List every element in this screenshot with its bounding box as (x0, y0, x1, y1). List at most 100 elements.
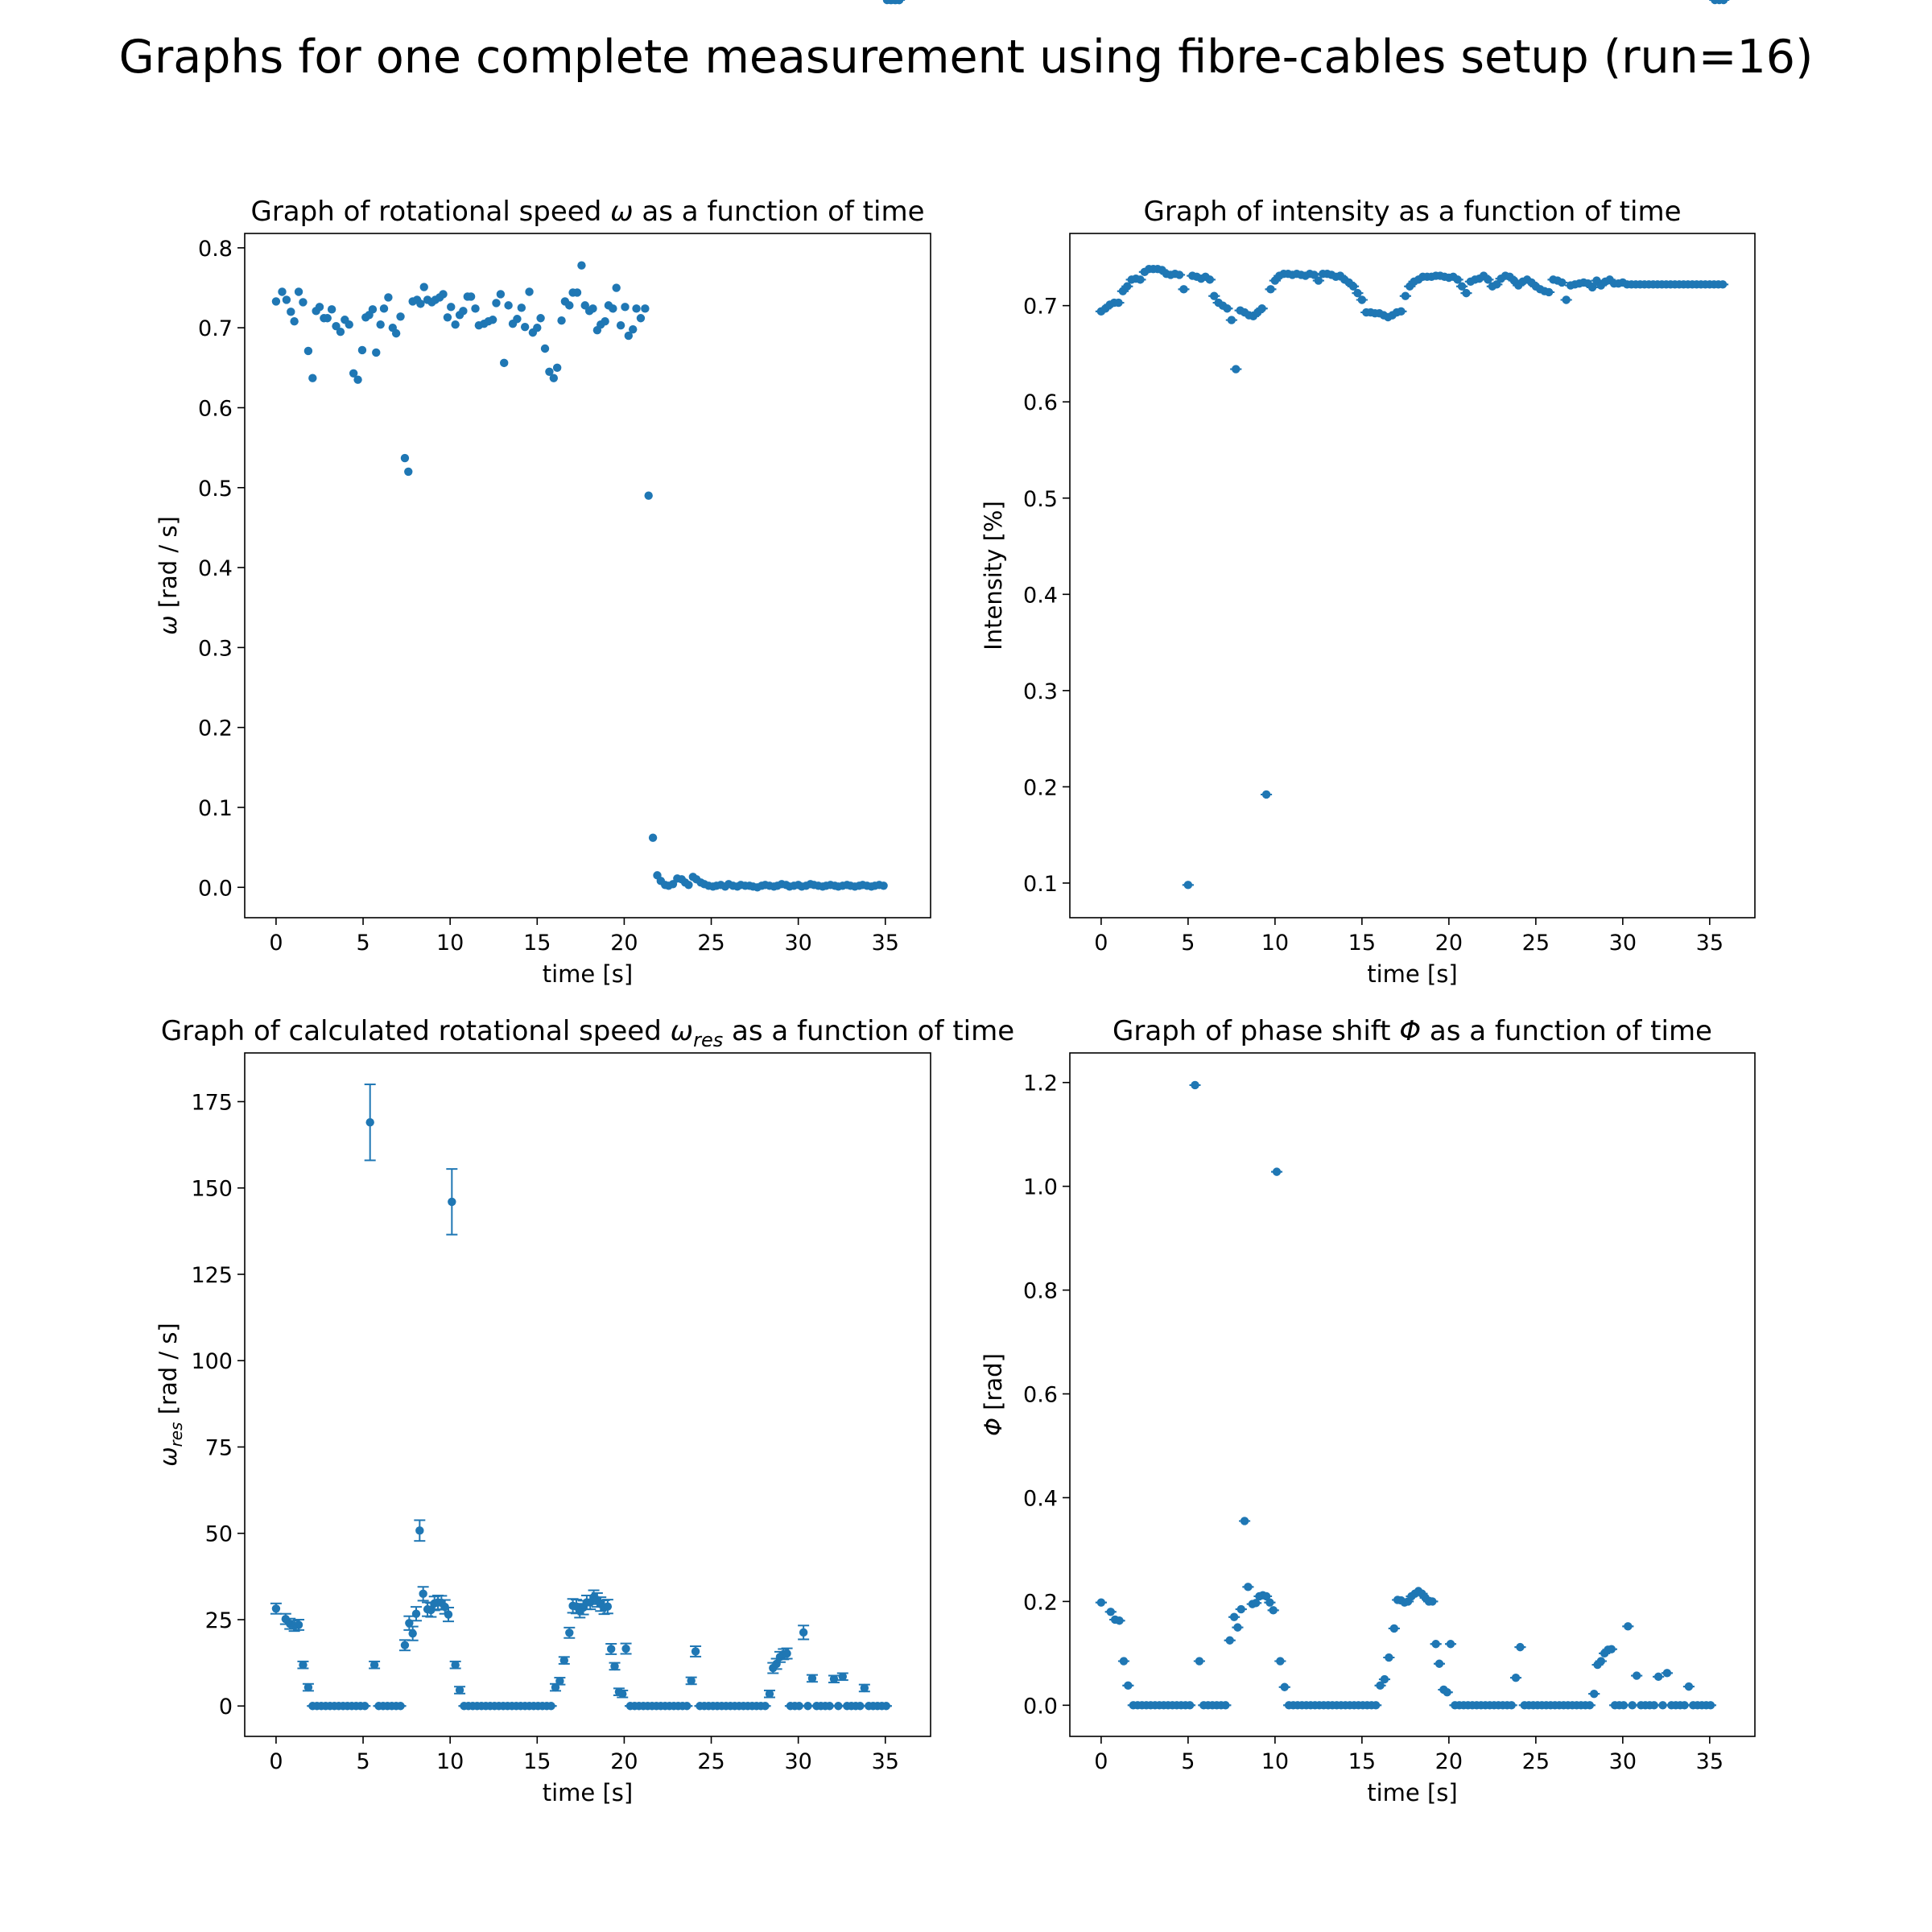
y-tick-label: 0.2 (198, 716, 233, 741)
x-tick-label: 15 (1348, 931, 1376, 956)
title-text-post: as a function of time (723, 1015, 1014, 1047)
data-point (376, 320, 385, 329)
data-point (621, 1644, 630, 1653)
y-tick-label: 0.6 (198, 396, 233, 421)
data-point (455, 1686, 464, 1695)
x-tick-label: 35 (1696, 931, 1724, 956)
y-tick-label: 0.4 (1023, 583, 1058, 608)
data-point (1653, 1672, 1663, 1682)
data-point (588, 304, 597, 313)
data-point (636, 314, 646, 323)
data-point (1397, 307, 1406, 316)
data-point (1443, 1688, 1451, 1697)
y-axis-label: ωres [rad / s] (155, 1323, 186, 1467)
title-subscript: res (693, 1029, 723, 1051)
data-point (1389, 1624, 1399, 1633)
x-tick-label: 30 (784, 1749, 811, 1774)
data-point (1662, 1669, 1672, 1678)
data-point (451, 1660, 460, 1670)
title-text-post: as a function of time (1421, 1015, 1712, 1047)
y-tick-label: 0.0 (198, 876, 233, 901)
data-point (1269, 1606, 1278, 1615)
data-point (1385, 1653, 1393, 1662)
data-point (1619, 1701, 1629, 1710)
data-point (1210, 291, 1219, 300)
data-point (1511, 1673, 1521, 1682)
x-tick-label: 35 (1696, 1749, 1724, 1774)
data-point (1205, 275, 1215, 284)
data-point (1446, 1640, 1455, 1649)
figure-suptitle: Graphs for one complete measurement usin… (118, 31, 1814, 84)
x-tick-label: 35 (872, 931, 899, 956)
data-point (308, 374, 317, 382)
y-label-symbol: ω (155, 615, 182, 634)
data-point (1115, 1616, 1124, 1625)
data-point (1492, 280, 1501, 289)
data-point (1718, 280, 1728, 289)
data-point (271, 297, 281, 306)
data-point (1272, 1167, 1282, 1176)
data-point (1558, 278, 1567, 287)
data-point (443, 313, 452, 322)
data-point (1114, 298, 1123, 308)
y-tick-label: 1.2 (1023, 1071, 1058, 1096)
data-point (577, 261, 586, 270)
data-point (825, 1702, 834, 1711)
x-tick-label: 10 (436, 931, 464, 956)
data-point (1119, 1657, 1129, 1666)
x-tick-label: 20 (1435, 931, 1463, 956)
data-point (1261, 790, 1271, 799)
data-point (1516, 1642, 1525, 1652)
data-point (372, 348, 381, 357)
data-point (419, 283, 428, 291)
data-point (1185, 1701, 1195, 1710)
data-point (408, 1629, 417, 1638)
data-point (1314, 276, 1323, 285)
data-point (439, 290, 448, 299)
data-point (294, 1620, 303, 1629)
y-label-text: [rad] (980, 1353, 1007, 1418)
data-point (471, 304, 480, 313)
y-tick-label: 0.2 (1023, 775, 1058, 800)
data-point (1096, 1598, 1106, 1607)
data-point (782, 1649, 791, 1658)
x-tick-label: 30 (1609, 931, 1637, 956)
x-tick-label: 10 (1261, 1749, 1289, 1774)
data-point (557, 316, 566, 325)
data-point (1232, 365, 1241, 374)
data-point (879, 881, 888, 890)
data-point (1380, 1674, 1389, 1684)
data-point (294, 287, 303, 296)
y-tick-label: 0.1 (1023, 872, 1058, 897)
axes-title: Graph of calculated rotational speed ωre… (161, 1015, 1014, 1051)
data-point (353, 375, 362, 384)
y-tick-label: 0.4 (1023, 1486, 1058, 1511)
axes-title: Graph of rotational speed ω as a functio… (250, 196, 924, 228)
x-tick-label: 10 (436, 1749, 464, 1774)
data-point (1658, 1701, 1667, 1710)
data-point (559, 1656, 569, 1665)
data-point (609, 304, 617, 313)
y-tick-label: 0.5 (1023, 487, 1058, 512)
data-point (500, 358, 509, 368)
data-point (1244, 1583, 1253, 1591)
title-text: Graph of intensity as a function of time (1144, 196, 1682, 228)
y-tick-label: 0.6 (1023, 1383, 1058, 1408)
y-tick-label: 0.0 (1023, 1694, 1058, 1719)
x-tick-label: 0 (269, 1749, 283, 1774)
data-point (1261, 1591, 1271, 1601)
x-tick-label: 15 (523, 931, 551, 956)
title-text: Graph of phase shift (1113, 1015, 1399, 1047)
title-symbol: ω (610, 196, 633, 228)
x-tick-label: 5 (1181, 931, 1195, 956)
data-point (1607, 1645, 1616, 1653)
data-point (327, 305, 336, 314)
x-tick-label: 30 (1609, 1749, 1637, 1774)
data-point (357, 345, 367, 355)
x-tick-label: 0 (269, 931, 283, 956)
data-point (1310, 270, 1319, 279)
data-point (488, 316, 497, 324)
data-point (684, 881, 693, 890)
y-tick-label: 0.8 (1023, 1279, 1058, 1304)
data-point (517, 303, 526, 312)
